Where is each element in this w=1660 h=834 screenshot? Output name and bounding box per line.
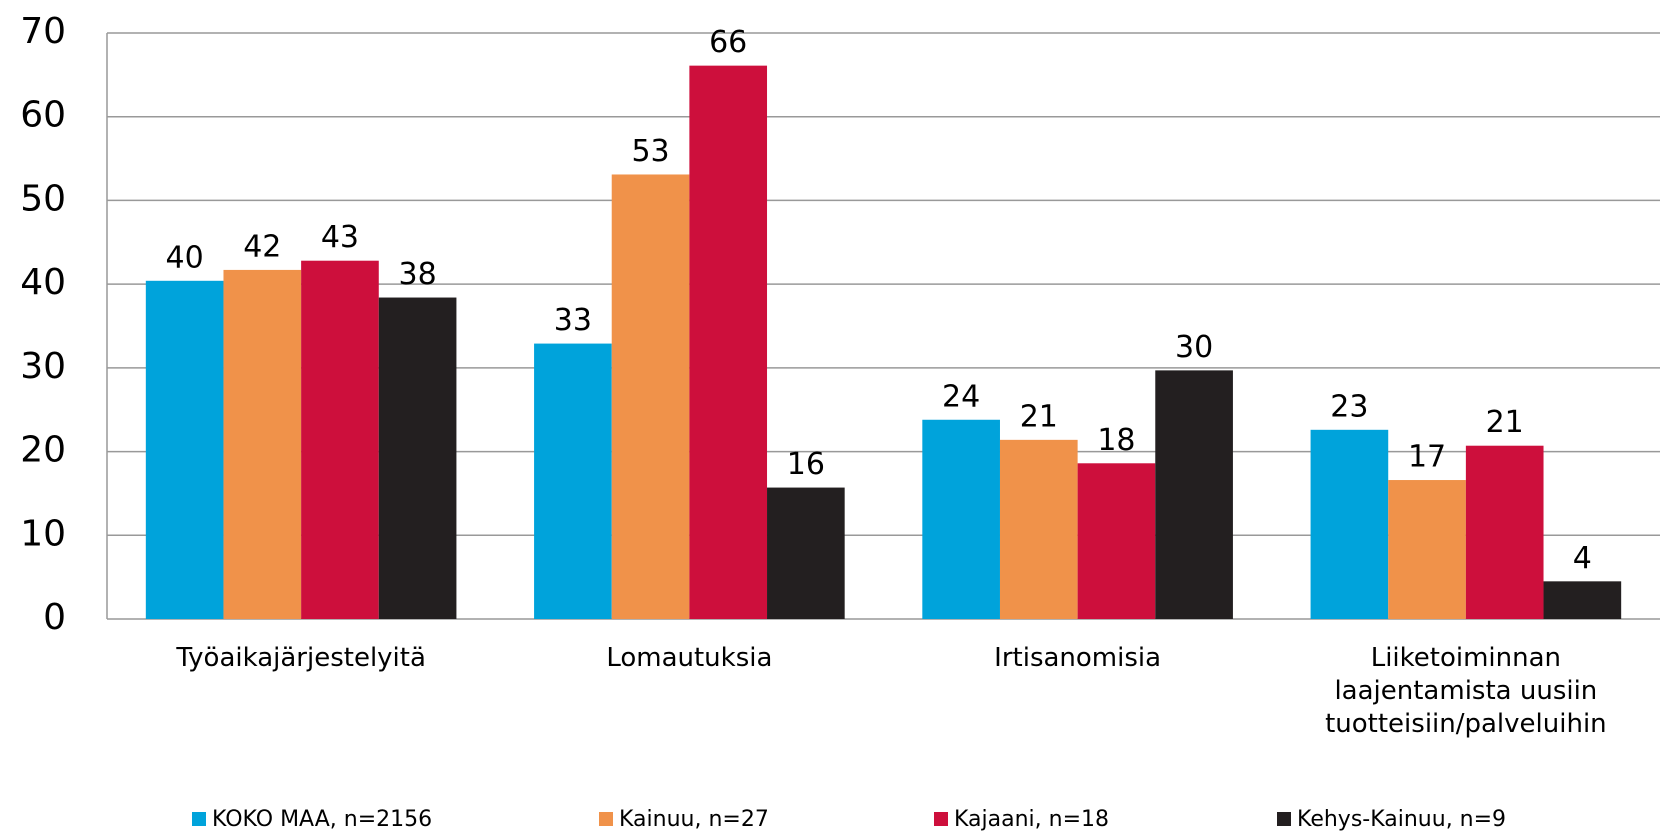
x-tick-label: Työaikajärjestelyitä xyxy=(176,643,426,673)
bar xyxy=(999,439,1078,619)
x-tick-label: Liiketoiminnan laajentamista uusiin tuot… xyxy=(1325,643,1607,739)
data-label: 17 xyxy=(1408,440,1446,475)
data-label: 23 xyxy=(1330,389,1368,424)
x-tick-label: Irtisanomisia xyxy=(994,643,1162,673)
data-label: 43 xyxy=(321,220,359,255)
bar xyxy=(1310,429,1389,619)
y-tick-label: 50 xyxy=(20,178,66,219)
bar xyxy=(1388,480,1466,619)
bar xyxy=(378,297,457,619)
y-tick-label: 20 xyxy=(20,430,66,471)
bar xyxy=(922,419,1000,619)
bar xyxy=(1077,463,1156,619)
y-tick-label: 0 xyxy=(43,597,66,638)
y-tick-label: 10 xyxy=(20,513,66,554)
data-label: 42 xyxy=(243,229,281,264)
data-label: 18 xyxy=(1097,423,1135,458)
y-tick-label: 70 xyxy=(20,11,66,52)
bar xyxy=(767,487,845,619)
bar xyxy=(611,174,690,619)
data-label: 16 xyxy=(787,447,825,482)
bar xyxy=(145,280,224,619)
y-tick-label: 30 xyxy=(20,346,66,387)
legend-swatch xyxy=(1277,812,1291,826)
bar xyxy=(1543,581,1622,619)
legend-label: KOKO MAA, n=2156 xyxy=(212,807,432,832)
legend-label: Kehys-Kainuu, n=9 xyxy=(1297,807,1506,832)
data-label: 66 xyxy=(709,25,747,60)
data-label: 53 xyxy=(631,134,669,169)
legend-swatch xyxy=(599,812,613,826)
bar xyxy=(301,260,379,619)
bar xyxy=(1155,370,1233,619)
y-tick-label: 40 xyxy=(20,262,66,303)
bar xyxy=(689,65,768,620)
bar xyxy=(1465,445,1544,619)
data-label: 21 xyxy=(1486,405,1524,440)
x-tick-label: Lomautuksia xyxy=(606,643,773,673)
data-label: 33 xyxy=(554,303,592,338)
bar xyxy=(534,343,612,619)
data-label: 38 xyxy=(399,257,437,292)
bar xyxy=(223,269,302,619)
legend-swatch xyxy=(192,812,206,826)
data-label: 40 xyxy=(166,240,204,275)
data-label: 30 xyxy=(1175,330,1213,365)
legend-label: Kainuu, n=27 xyxy=(619,807,769,832)
data-label: 24 xyxy=(942,379,980,414)
data-label: 4 xyxy=(1573,541,1592,576)
legend-label: Kajaani, n=18 xyxy=(954,807,1109,832)
y-tick-label: 60 xyxy=(20,95,66,136)
data-label: 21 xyxy=(1020,399,1058,434)
legend-swatch xyxy=(934,812,948,826)
